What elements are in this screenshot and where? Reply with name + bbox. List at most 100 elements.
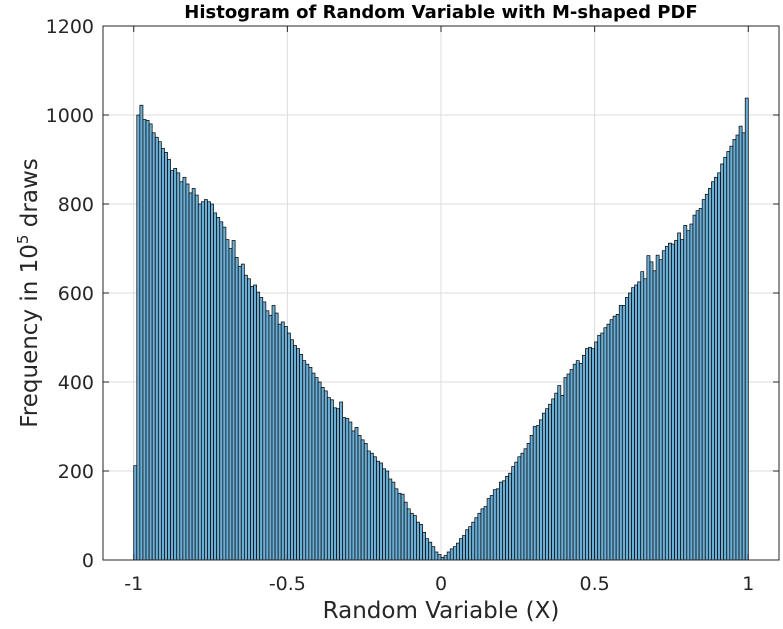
histogram-bar-17 <box>185 183 190 561</box>
histogram-bar-50 <box>287 332 291 561</box>
histogram-bar-12 <box>170 170 175 561</box>
histogram-bar-34 <box>237 265 242 561</box>
histogram-bar-172 <box>661 250 666 561</box>
histogram-bar-22 <box>200 201 205 561</box>
histogram-bar-195 <box>732 139 737 561</box>
histogram-bar-110 <box>471 521 476 561</box>
histogram-bar-101 <box>443 555 448 561</box>
histogram-bar-64 <box>330 399 334 561</box>
histogram-bar-126 <box>520 452 525 561</box>
histogram-bar-53 <box>296 348 301 561</box>
histogram-bar-48 <box>280 321 285 561</box>
histogram-bar-127 <box>523 448 528 561</box>
histogram-bar-136 <box>551 398 556 561</box>
histogram-bar-128 <box>526 443 531 561</box>
histogram-bar-2 <box>139 104 144 561</box>
histogram-bar-187 <box>707 188 712 561</box>
histogram-bar-5 <box>148 123 153 561</box>
histogram-bar-58 <box>311 372 316 561</box>
histogram-bar-123 <box>511 466 516 561</box>
histogram-bar-18 <box>188 192 193 561</box>
x-axis-label: Random Variable (X) <box>323 598 560 624</box>
histogram-bar-73 <box>357 435 362 561</box>
histogram-bar-67 <box>339 401 344 561</box>
histogram-bar-4 <box>145 119 150 561</box>
histogram-bar-19 <box>191 188 196 561</box>
histogram-bar-178 <box>680 239 685 561</box>
histogram-bar-46 <box>274 312 279 561</box>
histogram-bar-103 <box>449 548 454 561</box>
histogram-bar-85 <box>394 488 399 561</box>
histogram-bar-108 <box>465 529 470 561</box>
histogram-bar-115 <box>486 498 491 561</box>
histogram-bar-66 <box>336 408 340 561</box>
histogram-bar-38 <box>250 285 254 561</box>
histogram-bar-51 <box>290 339 294 561</box>
histogram-bar-7 <box>154 136 159 561</box>
histogram-bar-188 <box>711 181 715 561</box>
histogram-bar-134 <box>545 408 549 561</box>
histogram-bar-13 <box>173 168 178 561</box>
histogram-bar-113 <box>480 508 485 561</box>
histogram-bar-83 <box>388 478 393 561</box>
histogram-bar-25 <box>210 203 214 561</box>
histogram-bar-74 <box>360 439 365 561</box>
histogram-bar-56 <box>305 363 310 561</box>
histogram-bar-47 <box>277 323 282 561</box>
histogram-bar-105 <box>456 542 460 561</box>
histogram-bar-71 <box>351 430 356 561</box>
histogram-bar-11 <box>167 159 171 561</box>
histogram-bar-173 <box>664 245 669 561</box>
histogram-bar-148 <box>588 346 592 561</box>
histogram-bar-43 <box>265 310 270 561</box>
histogram-bar-154 <box>606 323 611 561</box>
x-tick-label-4: 1 <box>742 573 754 595</box>
histogram-bar-118 <box>495 488 500 561</box>
histogram-bar-65 <box>333 407 337 561</box>
histogram-bar-181 <box>689 223 694 561</box>
histogram-bar-104 <box>452 546 457 561</box>
histogram-bar-139 <box>560 395 565 561</box>
histogram-bar-183 <box>695 210 700 561</box>
y-tick-label-0: 0 <box>82 550 94 572</box>
histogram-bar-198 <box>741 132 746 561</box>
histogram-bar-150 <box>594 341 599 561</box>
histogram-bar-8 <box>157 141 162 561</box>
histogram-bar-86 <box>397 492 402 561</box>
histogram-bar-93 <box>419 524 423 561</box>
histogram-bar-107 <box>462 535 466 561</box>
histogram-bar-138 <box>557 385 562 561</box>
histogram-bar-14 <box>176 172 181 561</box>
histogram-bar-89 <box>406 508 411 561</box>
histogram-bar-194 <box>729 145 734 561</box>
histogram-bar-133 <box>542 412 546 561</box>
histogram-bar-141 <box>566 373 571 561</box>
histogram-bar-63 <box>326 397 331 561</box>
histogram-bar-170 <box>655 254 660 561</box>
histogram-bar-143 <box>572 363 577 561</box>
histogram-bar-61 <box>320 386 325 561</box>
histogram-bar-37 <box>247 278 251 561</box>
histogram-bar-168 <box>649 261 654 561</box>
histogram-bar-75 <box>363 443 368 561</box>
histogram-bar-174 <box>668 242 672 561</box>
histogram-bar-192 <box>723 156 728 561</box>
histogram-bar-88 <box>403 501 408 561</box>
y-tick-label-4: 800 <box>58 194 94 216</box>
histogram-bar-23 <box>204 199 208 561</box>
histogram-bar-81 <box>382 468 387 561</box>
histogram-bar-41 <box>259 297 264 561</box>
histogram-bar-95 <box>425 538 430 561</box>
histogram-bar-0 <box>133 465 138 561</box>
histogram-bar-72 <box>354 427 359 561</box>
histogram-bar-122 <box>508 472 513 561</box>
histogram-bar-77 <box>369 452 374 561</box>
histogram-bar-39 <box>253 284 257 561</box>
histogram-bar-166 <box>643 278 648 561</box>
histogram-bar-155 <box>609 319 614 561</box>
histogram-bar-189 <box>714 176 718 561</box>
histogram-bar-82 <box>385 470 390 561</box>
y-axis-label-suffix: draws <box>17 158 43 234</box>
histogram-bar-186 <box>704 193 709 561</box>
histogram-bar-16 <box>182 176 187 561</box>
